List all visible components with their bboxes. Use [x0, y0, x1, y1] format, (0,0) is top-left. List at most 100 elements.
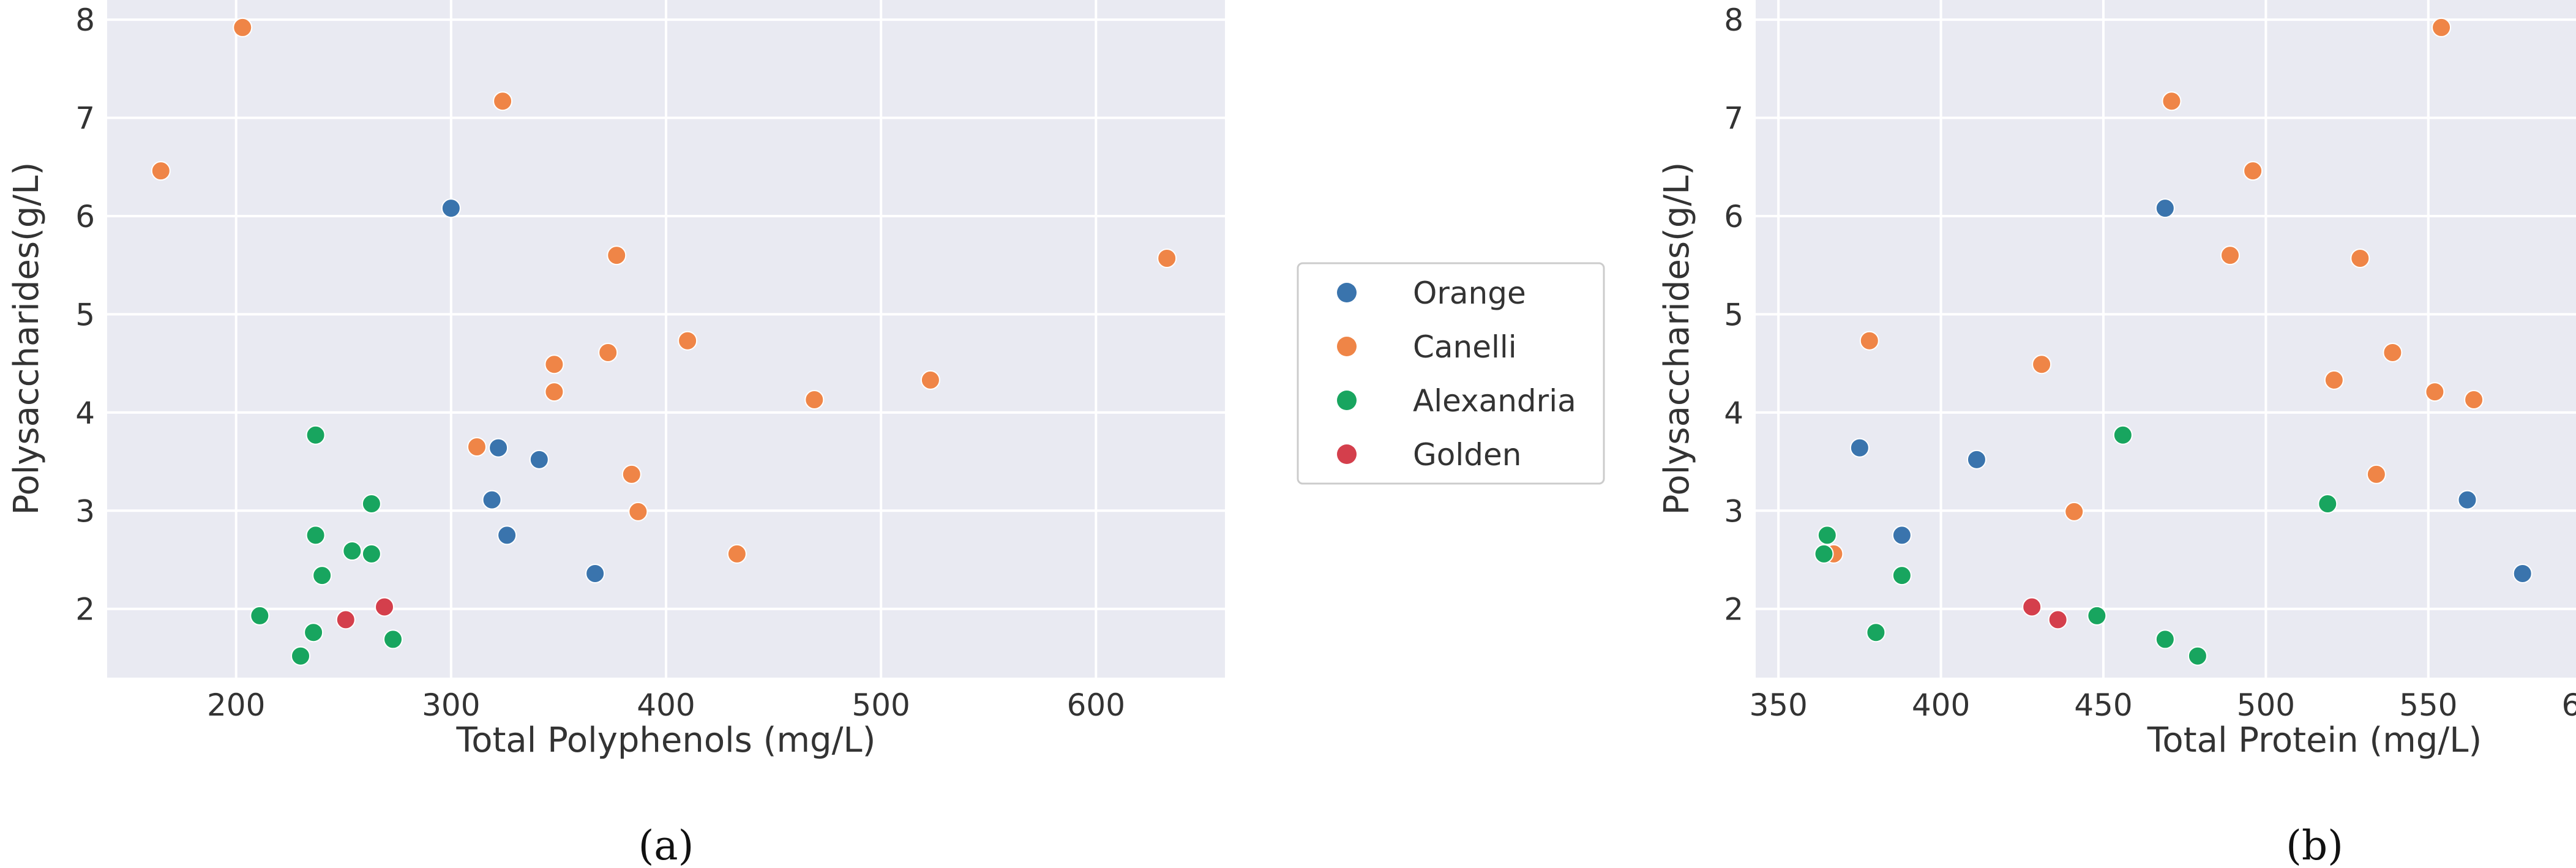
y-tick-label-6: 6 — [75, 199, 95, 234]
point-canelli-7 — [2032, 354, 2052, 375]
point-alexandria-3 — [342, 541, 362, 561]
y-tick-label-7: 7 — [75, 101, 95, 137]
x-tick-label-500: 500 — [852, 687, 910, 723]
panel-a-points — [151, 17, 1177, 666]
point-alexandria-0 — [305, 425, 326, 445]
x-tick-label-400: 400 — [637, 687, 695, 723]
y-tick-label-2: 2 — [1724, 592, 1743, 627]
point-alexandria-8 — [383, 629, 403, 649]
point-canelli-5 — [678, 331, 698, 351]
point-alexandria-3 — [1814, 544, 1834, 564]
point-canelli-4 — [1157, 248, 1177, 268]
x-tick-label-400: 400 — [1912, 687, 1970, 723]
point-canelli-9 — [2425, 382, 2445, 402]
point-golden-0 — [2022, 597, 2042, 617]
point-canelli-3 — [2220, 245, 2240, 266]
point-golden-1 — [335, 610, 356, 630]
point-canelli-13 — [2064, 501, 2084, 522]
point-canelli-12 — [2366, 464, 2386, 484]
y-tick-label-4: 4 — [1724, 395, 1743, 431]
point-alexandria-1 — [2318, 494, 2338, 514]
point-canelli-1 — [151, 161, 171, 181]
legend-label-alexandria: Alexandria — [1413, 383, 1576, 419]
point-canelli-2 — [493, 91, 513, 111]
panel-b-y-ticks: 2 3 4 5 6 7 8 — [1724, 2, 1743, 627]
y-tick-label-8: 8 — [75, 2, 95, 38]
legend-box — [1297, 262, 1605, 485]
point-canelli-2 — [2243, 161, 2263, 181]
y-tick-label-5: 5 — [1724, 297, 1743, 332]
point-orange-0 — [2155, 198, 2175, 219]
point-canelli-13 — [628, 501, 648, 522]
legend-marker-alexandria — [1337, 391, 1357, 410]
point-canelli-10 — [2464, 389, 2484, 410]
legend-marker-orange — [1337, 283, 1357, 302]
point-orange-5 — [2512, 563, 2533, 583]
panel-a-x-ticks: 200 300 400 500 600 — [207, 687, 1125, 723]
point-canelli-6 — [598, 342, 618, 362]
x-tick-label-300: 300 — [422, 687, 480, 723]
legend-label-orange: Orange — [1413, 275, 1526, 311]
x-tick-label-550: 550 — [2399, 687, 2457, 723]
panel-a-label: (a) — [638, 822, 694, 868]
point-orange-5 — [585, 563, 605, 583]
point-alexandria-7 — [304, 623, 324, 643]
legend: Orange Canelli Alexandria Golden — [1297, 262, 1605, 485]
point-canelli-7 — [544, 354, 564, 375]
point-alexandria-4 — [361, 544, 381, 564]
x-tick-label-600: 600 — [2561, 687, 2576, 723]
legend-label-canelli: Canelli — [1413, 329, 1517, 365]
point-canelli-11 — [466, 436, 487, 457]
point-orange-1 — [1849, 438, 1870, 458]
point-canelli-6 — [2383, 342, 2403, 362]
point-orange-2 — [1966, 449, 1986, 470]
point-orange-1 — [489, 438, 509, 458]
point-canelli-0 — [233, 17, 253, 37]
y-tick-label-2: 2 — [75, 592, 95, 627]
x-tick-label-200: 200 — [207, 687, 265, 723]
point-orange-4 — [1892, 525, 1912, 545]
legend-marker-canelli — [1337, 337, 1357, 356]
panel-b-y-axis-label: Polysaccharides(g/L) — [1657, 162, 1697, 515]
x-tick-label-350: 350 — [1749, 687, 1807, 723]
point-orange-2 — [529, 449, 549, 470]
point-alexandria-0 — [2113, 425, 2133, 445]
panel-b-label: (b) — [2286, 822, 2343, 868]
panel-b-plot-area — [1756, 0, 2576, 678]
point-alexandria-2 — [1817, 525, 1837, 545]
point-alexandria-5 — [2087, 605, 2107, 626]
y-tick-label-7: 7 — [1724, 101, 1743, 137]
point-canelli-10 — [804, 389, 825, 410]
point-alexandria-6 — [250, 605, 270, 626]
y-tick-label-8: 8 — [1724, 2, 1743, 38]
point-golden-0 — [374, 597, 394, 617]
panel-b-grid — [1756, 0, 2576, 678]
point-canelli-4 — [2350, 248, 2370, 268]
y-tick-label-3: 3 — [1724, 493, 1743, 529]
point-canelli-5 — [1859, 331, 1879, 351]
point-alexandria-5 — [312, 566, 332, 586]
panel-a-y-axis-label: Polysaccharides(g/L) — [7, 162, 47, 515]
point-alexandria-7 — [2155, 629, 2175, 649]
x-tick-label-600: 600 — [1067, 687, 1125, 723]
point-orange-3 — [482, 490, 502, 510]
point-canelli-8 — [2324, 370, 2344, 390]
point-alexandria-2 — [305, 525, 326, 545]
point-alexandria-9 — [291, 646, 311, 666]
point-orange-0 — [441, 198, 461, 219]
point-canelli-14 — [727, 544, 747, 564]
point-alexandria-6 — [1866, 623, 1886, 643]
legend-marker-golden — [1337, 444, 1357, 464]
point-golden-1 — [2048, 610, 2068, 630]
point-canelli-8 — [920, 370, 940, 390]
point-alexandria-4 — [1892, 566, 1912, 586]
point-canelli-0 — [2432, 17, 2452, 37]
y-tick-label-5: 5 — [75, 297, 95, 332]
point-canelli-12 — [621, 464, 642, 484]
y-tick-label-6: 6 — [1724, 199, 1743, 234]
legend-label-golden: Golden — [1413, 437, 1521, 473]
point-canelli-9 — [544, 382, 564, 402]
point-alexandria-8 — [2187, 646, 2207, 666]
point-orange-4 — [497, 525, 517, 545]
